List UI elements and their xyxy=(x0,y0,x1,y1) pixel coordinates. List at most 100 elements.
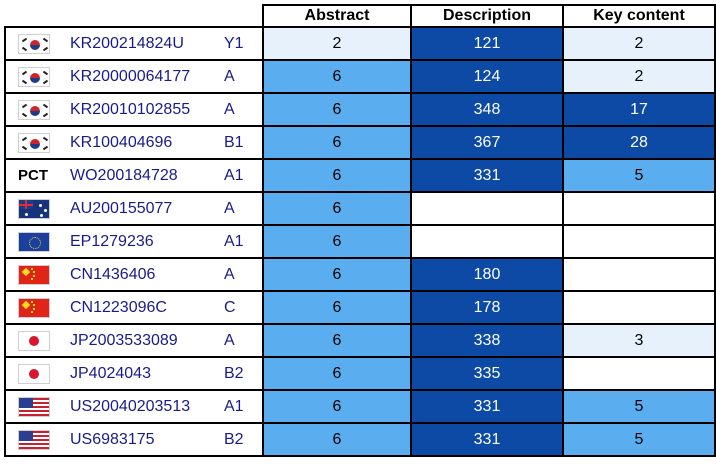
patent-kind-code: C xyxy=(224,300,252,316)
abstract-count-cell[interactable]: 2 xyxy=(263,27,411,60)
patent-kind-code: A xyxy=(224,201,252,217)
patent-id-cell: US6983175B2 xyxy=(5,423,263,456)
patent-kind-code: A xyxy=(224,102,252,118)
key-content-count-cell[interactable]: 5 xyxy=(563,423,715,456)
patent-id-cell: US20040203513A1 xyxy=(5,390,263,423)
abstract-count-cell[interactable]: 6 xyxy=(263,126,411,159)
patent-id-cell: KR20010102855A xyxy=(5,93,263,126)
patent-number-link[interactable]: CN1436406 xyxy=(70,267,224,283)
description-count-cell[interactable] xyxy=(411,192,563,225)
table-row[interactable]: CN1223096CC6178 xyxy=(5,291,715,324)
patent-id-wrap: EP1279236A1 xyxy=(6,226,262,257)
table-row[interactable]: CN1436406A6180 xyxy=(5,258,715,291)
table-row[interactable]: AU200155077A6 xyxy=(5,192,715,225)
key-content-count-cell[interactable] xyxy=(563,291,715,324)
key-content-count-cell[interactable]: 2 xyxy=(563,60,715,93)
key-content-count-cell[interactable]: 17 xyxy=(563,93,715,126)
abstract-count-cell[interactable]: 6 xyxy=(263,324,411,357)
column-header-description[interactable]: Description xyxy=(411,5,563,27)
patent-number-link[interactable]: US20040203513 xyxy=(70,399,224,415)
patent-id-cell: AU200155077A xyxy=(5,192,263,225)
patent-id-cell: CN1223096CC xyxy=(5,291,263,324)
patent-number-link[interactable]: WO200184728 xyxy=(70,168,224,184)
description-count-cell[interactable]: 178 xyxy=(411,291,563,324)
description-count-cell[interactable]: 331 xyxy=(411,390,563,423)
key-content-count-cell[interactable]: 5 xyxy=(563,390,715,423)
description-count-cell[interactable] xyxy=(411,225,563,258)
key-content-count-cell[interactable]: 5 xyxy=(563,159,715,192)
patent-id-wrap: PCTWO200184728A1 xyxy=(6,160,262,191)
description-count-cell[interactable]: 180 xyxy=(411,258,563,291)
patent-kind-code: A xyxy=(224,267,252,283)
description-count-cell[interactable]: 367 xyxy=(411,126,563,159)
jp-flag-icon xyxy=(18,331,50,351)
description-count-cell[interactable]: 335 xyxy=(411,357,563,390)
abstract-count-cell[interactable]: 6 xyxy=(263,390,411,423)
patent-number-link[interactable]: KR20000064177 xyxy=(70,69,224,85)
abstract-count-cell[interactable]: 6 xyxy=(263,192,411,225)
table-row[interactable]: PCTWO200184728A163315 xyxy=(5,159,715,192)
table-row[interactable]: JP2003533089A63383 xyxy=(5,324,715,357)
kr-flag-icon xyxy=(18,34,50,54)
table-row[interactable]: US20040203513A163315 xyxy=(5,390,715,423)
patent-id-wrap: KR20010102855A xyxy=(6,94,262,125)
patent-kind-code: A1 xyxy=(224,234,252,250)
cn-flag-icon xyxy=(18,265,50,285)
patent-id-cell: CN1436406A xyxy=(5,258,263,291)
abstract-count-cell[interactable]: 6 xyxy=(263,357,411,390)
description-count-cell[interactable]: 338 xyxy=(411,324,563,357)
key-content-count-cell[interactable]: 2 xyxy=(563,27,715,60)
key-content-count-cell[interactable] xyxy=(563,357,715,390)
abstract-count-cell[interactable]: 6 xyxy=(263,60,411,93)
table-row[interactable]: US6983175B263315 xyxy=(5,423,715,456)
key-content-count-cell[interactable]: 28 xyxy=(563,126,715,159)
description-count-cell[interactable]: 348 xyxy=(411,93,563,126)
abstract-count-cell[interactable]: 6 xyxy=(263,159,411,192)
abstract-count-cell[interactable]: 6 xyxy=(263,423,411,456)
table-row[interactable]: JP4024043B26335 xyxy=(5,357,715,390)
patent-id-wrap: US20040203513A1 xyxy=(6,391,262,422)
patent-id-cell: KR200214824UY1 xyxy=(5,27,263,60)
jp-flag-icon xyxy=(18,364,50,384)
patent-kind-code: Y1 xyxy=(224,36,252,52)
patent-number-link[interactable]: JP2003533089 xyxy=(70,333,224,349)
description-count-cell[interactable]: 331 xyxy=(411,159,563,192)
table-row[interactable]: KR200214824UY121212 xyxy=(5,27,715,60)
patent-number-link[interactable]: KR200214824U xyxy=(70,36,224,52)
description-count-cell[interactable]: 124 xyxy=(411,60,563,93)
description-count-cell[interactable]: 331 xyxy=(411,423,563,456)
key-content-count-cell[interactable] xyxy=(563,192,715,225)
au-flag-icon xyxy=(18,199,50,219)
table-row[interactable]: KR100404696B1636728 xyxy=(5,126,715,159)
patent-number-link[interactable]: JP4024043 xyxy=(70,366,224,382)
abstract-count-cell[interactable]: 6 xyxy=(263,291,411,324)
patent-number-link[interactable]: CN1223096C xyxy=(70,300,224,316)
patent-number-link[interactable]: AU200155077 xyxy=(70,201,224,217)
cn-flag-icon xyxy=(18,298,50,318)
key-content-count-cell[interactable] xyxy=(563,258,715,291)
table-row[interactable]: KR20000064177A61242 xyxy=(5,60,715,93)
abstract-count-cell[interactable]: 6 xyxy=(263,258,411,291)
abstract-count-cell[interactable]: 6 xyxy=(263,225,411,258)
description-count-cell[interactable]: 121 xyxy=(411,27,563,60)
column-header-key-content[interactable]: Key content xyxy=(563,5,715,27)
header-blank-cell xyxy=(5,5,263,27)
key-content-count-cell[interactable]: 3 xyxy=(563,324,715,357)
key-content-count-cell[interactable] xyxy=(563,225,715,258)
table-header-row: Abstract Description Key content xyxy=(5,5,715,27)
patent-number-link[interactable]: EP1279236 xyxy=(70,234,224,250)
patent-id-cell: KR100404696B1 xyxy=(5,126,263,159)
table-body: KR200214824UY121212KR20000064177A61242KR… xyxy=(5,27,715,456)
column-header-abstract[interactable]: Abstract xyxy=(263,5,411,27)
patent-kind-code: B1 xyxy=(224,135,252,151)
patent-kind-code: A1 xyxy=(224,168,252,184)
patent-kind-code: A xyxy=(224,69,252,85)
patent-family-table: Abstract Description Key content KR20021… xyxy=(4,4,716,457)
table-row[interactable]: KR20010102855A634817 xyxy=(5,93,715,126)
patent-number-link[interactable]: KR100404696 xyxy=(70,135,224,151)
patent-id-cell: KR20000064177A xyxy=(5,60,263,93)
patent-number-link[interactable]: US6983175 xyxy=(70,432,224,448)
table-row[interactable]: EP1279236A16 xyxy=(5,225,715,258)
abstract-count-cell[interactable]: 6 xyxy=(263,93,411,126)
patent-number-link[interactable]: KR20010102855 xyxy=(70,102,224,118)
